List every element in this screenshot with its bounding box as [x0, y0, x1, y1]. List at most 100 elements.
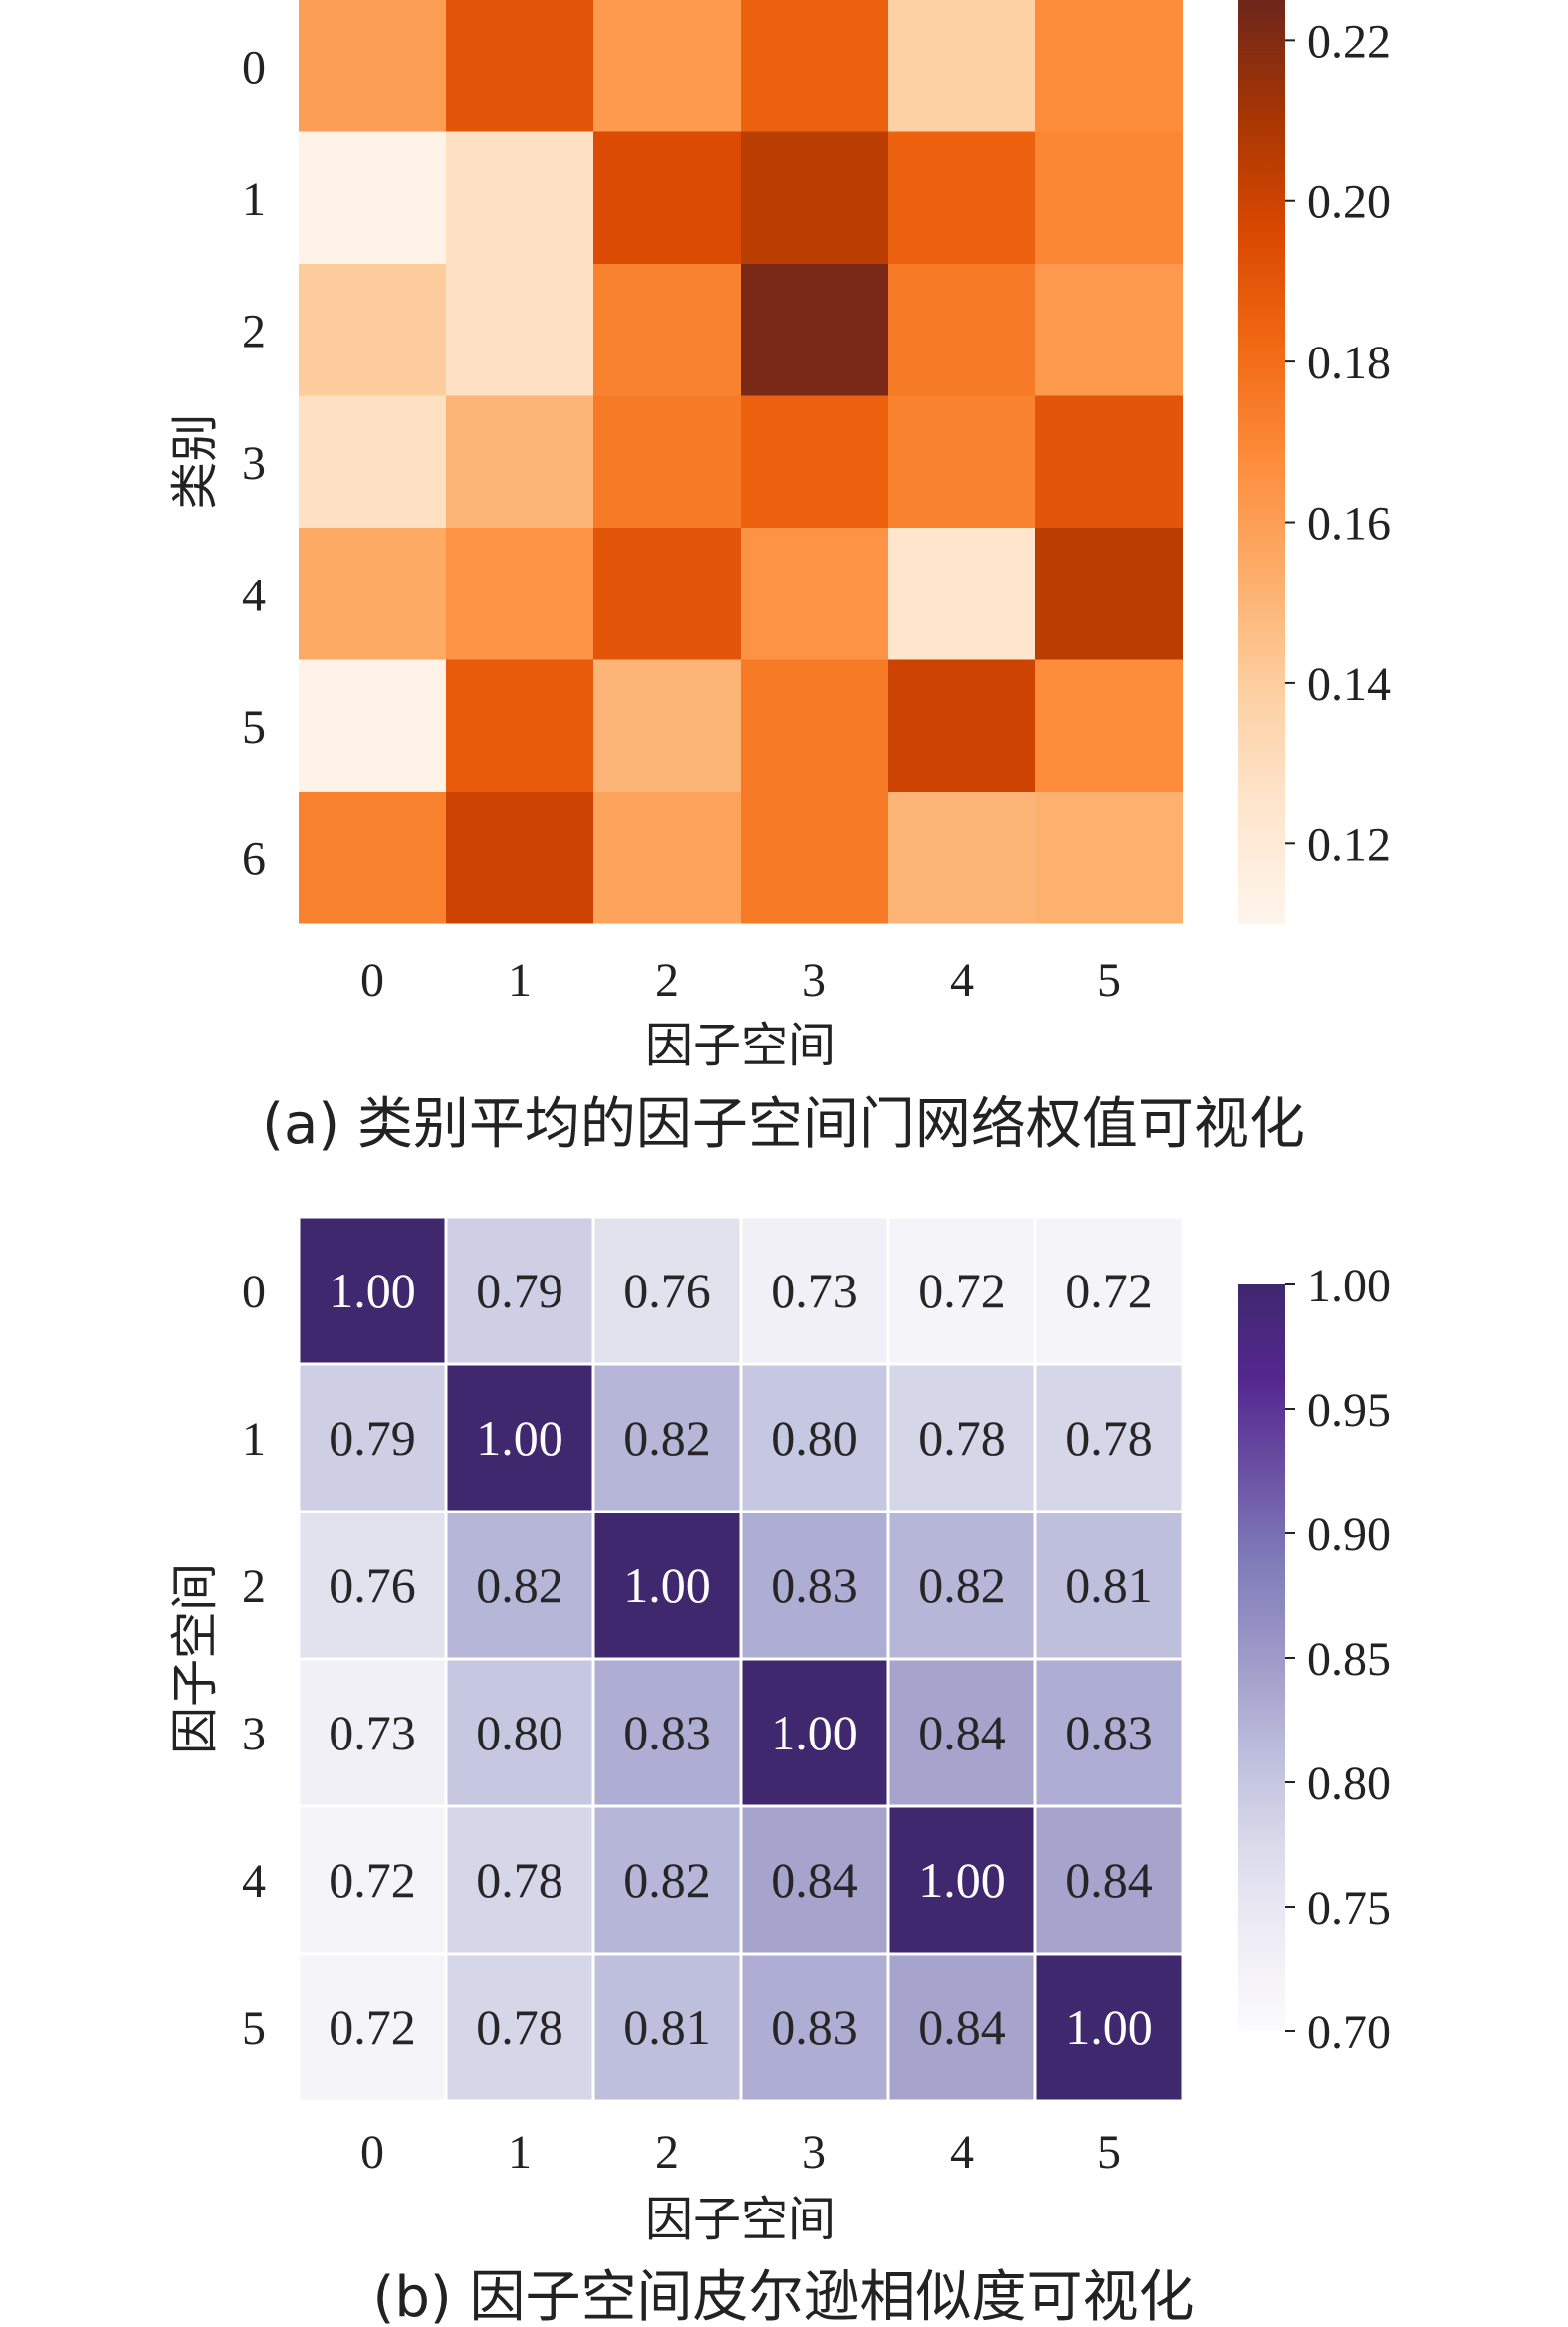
heatmap-cell	[446, 0, 593, 132]
heatmap-cell	[1035, 528, 1183, 660]
cell-value-label: 0.78	[1065, 1410, 1153, 1466]
colorbar-tick-label: 1.00	[1307, 1260, 1391, 1312]
heatmap-cell	[297, 1510, 448, 1661]
cell-value-label: 0.72	[918, 1263, 1006, 1318]
figure-caption: (b) 因子空间皮尔逊相似度可视化	[372, 2265, 1194, 2327]
x-axis-label: 因子空间	[645, 2192, 836, 2247]
cell-value-label: 0.73	[329, 1705, 416, 1760]
heatmap-cell	[1035, 395, 1183, 528]
heatmap-cell	[1033, 1952, 1185, 2103]
cell-value-label: 0.72	[329, 1999, 416, 2055]
heatmap-cell	[446, 395, 593, 528]
heatmap-cell	[299, 395, 446, 528]
heatmap-cell	[591, 1804, 743, 1956]
cell-value-label: 0.78	[476, 1999, 563, 2055]
heatmap-cell	[1035, 792, 1183, 924]
figure-caption: (a) 类别平均的因子空间门网络权值可视化	[262, 1092, 1305, 1157]
heatmap-cell	[886, 1510, 1037, 1661]
heatmap-cell	[299, 528, 446, 660]
heatmap-cell	[444, 1362, 595, 1513]
cell-value-label: 1.00	[329, 1263, 416, 1318]
heatmap-cell	[888, 395, 1035, 528]
heatmap-cell	[297, 1952, 448, 2103]
x-tick-label: 1	[508, 954, 532, 1007]
heatmap-cell	[1033, 1215, 1185, 1366]
heatmap-cell	[739, 1215, 890, 1366]
heatmap-cell	[299, 0, 446, 132]
cell-value-label: 0.80	[771, 1410, 858, 1466]
heatmap-cell	[739, 1804, 890, 1956]
heatmap-cell	[299, 792, 446, 924]
heatmap-cell	[741, 0, 888, 132]
colorbar-tick-label: 0.75	[1307, 1882, 1391, 1935]
colorbar-tick-label: 0.18	[1307, 337, 1391, 389]
heatmap-cell	[888, 528, 1035, 660]
cell-value-label: 0.84	[771, 1852, 858, 1908]
colorbar-tick-label: 0.12	[1307, 818, 1391, 871]
cell-value-label: 0.81	[1065, 1557, 1153, 1613]
x-tick-label: 3	[802, 2126, 826, 2179]
heatmap-cell	[446, 528, 593, 660]
colorbar-tick-label: 0.70	[1307, 2006, 1391, 2059]
heatmap-cell	[446, 792, 593, 924]
heatmap-cell	[591, 1657, 743, 1808]
colorbar-tick-label: 0.14	[1307, 658, 1391, 711]
y-tick-label: 2	[242, 305, 266, 357]
y-tick-label: 4	[242, 1855, 266, 1908]
x-tick-label: 3	[802, 954, 826, 1007]
cell-value-label: 0.84	[1065, 1852, 1153, 1908]
heatmap-cell	[593, 528, 741, 660]
cell-value-label: 0.83	[771, 1557, 858, 1613]
x-tick-label: 4	[950, 954, 974, 1007]
heatmap-cell	[886, 1657, 1037, 1808]
heatmap-cell	[886, 1215, 1037, 1366]
y-axis-label: 类别	[167, 414, 223, 510]
heatmap-cell	[444, 1510, 595, 1661]
heatmap-cell	[886, 1362, 1037, 1513]
x-tick-label: 0	[360, 954, 384, 1007]
heatmap-cell	[1033, 1657, 1185, 1808]
heatmap-cell	[593, 395, 741, 528]
heatmap-cell	[593, 264, 741, 396]
x-tick-label: 4	[950, 2126, 974, 2179]
heatmap-cell	[741, 131, 888, 264]
heatmap-cell	[1033, 1510, 1185, 1661]
cell-value-label: 0.84	[918, 1705, 1006, 1760]
heatmap-cell	[739, 1362, 890, 1513]
colorbar-tick-label: 0.80	[1307, 1757, 1391, 1810]
heatmap-cell	[593, 792, 741, 924]
heatmap-cell	[741, 264, 888, 396]
heatmap-cell	[888, 0, 1035, 132]
cell-value-label: 0.83	[1065, 1705, 1153, 1760]
cell-value-label: 0.79	[329, 1410, 416, 1466]
cell-value-label: 1.00	[1065, 1999, 1153, 2055]
heatmap-cell	[446, 264, 593, 396]
heatmap-cell	[741, 528, 888, 660]
x-tick-label: 5	[1097, 2126, 1121, 2179]
heatmap-cell	[593, 659, 741, 792]
cell-value-label: 0.80	[476, 1705, 563, 1760]
cell-value-label: 0.82	[918, 1557, 1006, 1613]
y-tick-label: 5	[242, 701, 266, 754]
y-tick-label: 3	[242, 437, 266, 490]
cell-value-label: 0.83	[771, 1999, 858, 2055]
cell-value-label: 1.00	[771, 1705, 858, 1760]
cell-value-label: 0.82	[623, 1852, 711, 1908]
heatmap-cell	[741, 659, 888, 792]
heatmap-cell	[444, 1952, 595, 2103]
cell-value-label: 0.73	[771, 1263, 858, 1318]
heatmap-cell	[591, 1952, 743, 2103]
heatmap-cell	[593, 131, 741, 264]
colorbar-tick-label: 0.95	[1307, 1384, 1391, 1437]
heatmap-cell	[1033, 1362, 1185, 1513]
x-tick-label: 1	[508, 2126, 532, 2179]
heatmap-cell	[1033, 1804, 1185, 1956]
x-tick-label: 2	[655, 954, 679, 1007]
heatmap-cell	[1035, 659, 1183, 792]
heatmap-cell	[741, 792, 888, 924]
heatmap-cell	[444, 1804, 595, 1956]
colorbar-tick-label: 0.22	[1307, 15, 1391, 68]
heatmap-cell	[299, 659, 446, 792]
heatmap-cell	[1035, 264, 1183, 396]
